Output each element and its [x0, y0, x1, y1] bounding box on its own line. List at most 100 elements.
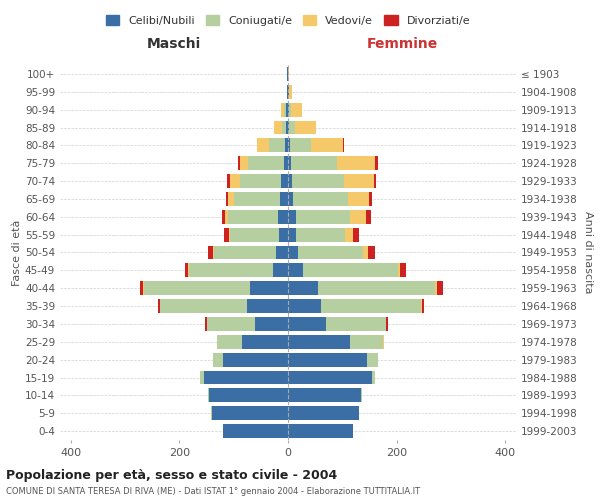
- Bar: [288, 228, 296, 241]
- Bar: [368, 246, 375, 260]
- Bar: [227, 174, 230, 188]
- Bar: [273, 264, 288, 278]
- Bar: [288, 388, 361, 402]
- Bar: [289, 120, 295, 134]
- Bar: [217, 335, 242, 349]
- Bar: [290, 138, 311, 152]
- Bar: [367, 352, 377, 366]
- Bar: [247, 299, 288, 313]
- Bar: [288, 156, 291, 170]
- Bar: [326, 317, 386, 331]
- Bar: [375, 156, 378, 170]
- Bar: [293, 192, 348, 206]
- Bar: [421, 299, 422, 313]
- Bar: [370, 192, 371, 206]
- Bar: [422, 299, 424, 313]
- Bar: [144, 281, 250, 295]
- Bar: [298, 246, 363, 260]
- Bar: [337, 156, 375, 170]
- Bar: [200, 370, 204, 384]
- Bar: [208, 246, 212, 260]
- Bar: [284, 156, 288, 170]
- Bar: [257, 138, 269, 152]
- Bar: [350, 335, 383, 349]
- Bar: [284, 102, 286, 117]
- Bar: [366, 210, 371, 224]
- Bar: [225, 210, 228, 224]
- Bar: [234, 192, 280, 206]
- Bar: [214, 246, 276, 260]
- Bar: [345, 228, 353, 241]
- Bar: [269, 138, 285, 152]
- Bar: [288, 424, 353, 438]
- Bar: [279, 228, 288, 241]
- Bar: [281, 102, 284, 117]
- Bar: [288, 317, 326, 331]
- Bar: [288, 406, 359, 420]
- Bar: [240, 174, 281, 188]
- Bar: [289, 85, 292, 99]
- Bar: [205, 317, 206, 331]
- Text: COMUNE DI SANTA TERESA DI RIVA (ME) - Dati ISTAT 1° gennaio 2004 - Elaborazione : COMUNE DI SANTA TERESA DI RIVA (ME) - Da…: [6, 487, 420, 496]
- Bar: [143, 281, 144, 295]
- Bar: [212, 246, 214, 260]
- Text: Femmine: Femmine: [367, 36, 437, 51]
- Bar: [229, 228, 230, 241]
- Bar: [238, 156, 240, 170]
- Bar: [348, 192, 370, 206]
- Bar: [280, 192, 288, 206]
- Bar: [318, 281, 434, 295]
- Bar: [400, 264, 406, 278]
- Bar: [289, 102, 291, 117]
- Bar: [288, 210, 296, 224]
- Bar: [288, 299, 320, 313]
- Bar: [281, 174, 288, 188]
- Bar: [286, 120, 288, 134]
- Bar: [295, 120, 316, 134]
- Bar: [209, 388, 288, 402]
- Bar: [208, 388, 209, 402]
- Bar: [250, 281, 288, 295]
- Bar: [353, 228, 359, 241]
- Bar: [291, 156, 337, 170]
- Bar: [185, 264, 188, 278]
- Bar: [278, 210, 288, 224]
- Bar: [361, 388, 362, 402]
- Text: Popolazione per età, sesso e stato civile - 2004: Popolazione per età, sesso e stato civil…: [6, 470, 337, 482]
- Bar: [288, 246, 298, 260]
- Bar: [223, 352, 288, 366]
- Bar: [363, 246, 368, 260]
- Bar: [256, 317, 288, 331]
- Bar: [288, 264, 303, 278]
- Bar: [288, 352, 367, 366]
- Bar: [350, 210, 366, 224]
- Bar: [311, 138, 343, 152]
- Bar: [288, 370, 372, 384]
- Bar: [213, 352, 223, 366]
- Bar: [285, 138, 288, 152]
- Legend: Celibi/Nubili, Coniugati/e, Vedovi/e, Divorziati/e: Celibi/Nubili, Coniugati/e, Vedovi/e, Di…: [101, 10, 475, 30]
- Bar: [158, 299, 160, 313]
- Bar: [288, 138, 290, 152]
- Bar: [286, 102, 288, 117]
- Bar: [276, 246, 288, 260]
- Bar: [228, 210, 278, 224]
- Bar: [296, 210, 350, 224]
- Bar: [240, 156, 248, 170]
- Bar: [223, 424, 288, 438]
- Bar: [398, 264, 400, 278]
- Bar: [160, 299, 247, 313]
- Bar: [222, 210, 225, 224]
- Bar: [242, 335, 288, 349]
- Bar: [212, 406, 288, 420]
- Bar: [292, 174, 344, 188]
- Bar: [288, 102, 289, 117]
- Bar: [188, 264, 273, 278]
- Bar: [344, 174, 374, 188]
- Bar: [437, 281, 443, 295]
- Bar: [296, 228, 345, 241]
- Y-axis label: Anni di nascita: Anni di nascita: [583, 211, 593, 294]
- Bar: [282, 120, 286, 134]
- Bar: [224, 228, 229, 241]
- Bar: [288, 174, 292, 188]
